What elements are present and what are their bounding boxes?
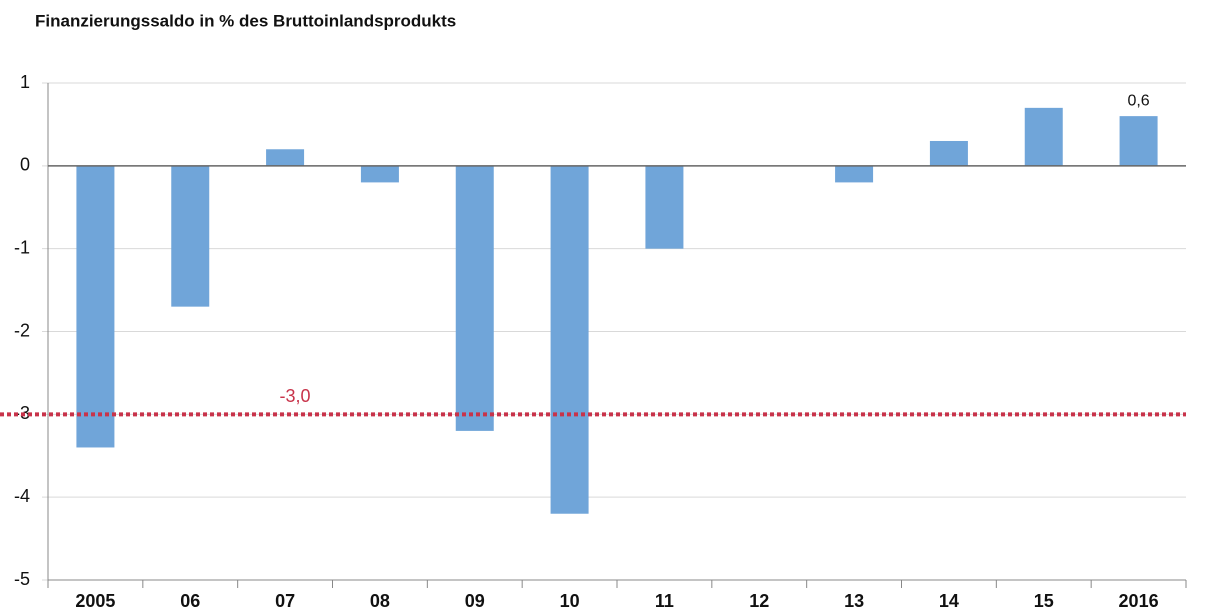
bar — [266, 149, 305, 166]
x-tick-label: 12 — [749, 591, 769, 611]
bar — [645, 165, 684, 249]
bar — [455, 165, 494, 431]
x-tick-label: 15 — [1034, 591, 1054, 611]
y-tick-label: -1 — [14, 237, 30, 257]
bar — [1024, 107, 1063, 166]
chart-title: Finanzierungssaldo in % des Bruttoinland… — [35, 11, 456, 30]
x-tick-label: 06 — [180, 591, 200, 611]
y-tick-label: 1 — [20, 72, 30, 92]
x-tick-label: 09 — [465, 591, 485, 611]
x-tick-label: 13 — [844, 591, 864, 611]
y-tick-label: 0 — [20, 155, 30, 175]
bar — [171, 165, 210, 307]
bar — [360, 165, 399, 183]
bar — [835, 165, 874, 183]
y-tick-label: -4 — [14, 486, 30, 506]
x-tick-label: 14 — [939, 591, 959, 611]
bar — [1119, 116, 1158, 166]
x-tick-label: 07 — [275, 591, 295, 611]
bar — [929, 140, 968, 166]
data-label: 0,6 — [1127, 92, 1149, 109]
x-tick-label: 10 — [560, 591, 580, 611]
x-tick-label: 08 — [370, 591, 390, 611]
y-tick-label: -5 — [14, 569, 30, 589]
x-tick-label: 11 — [655, 591, 674, 611]
x-tick-label: 2016 — [1119, 591, 1159, 611]
reference-label: -3,0 — [279, 386, 310, 406]
x-tick-label: 2005 — [75, 591, 115, 611]
bar — [550, 165, 589, 514]
y-tick-label: -2 — [14, 320, 30, 340]
bar — [76, 165, 115, 448]
